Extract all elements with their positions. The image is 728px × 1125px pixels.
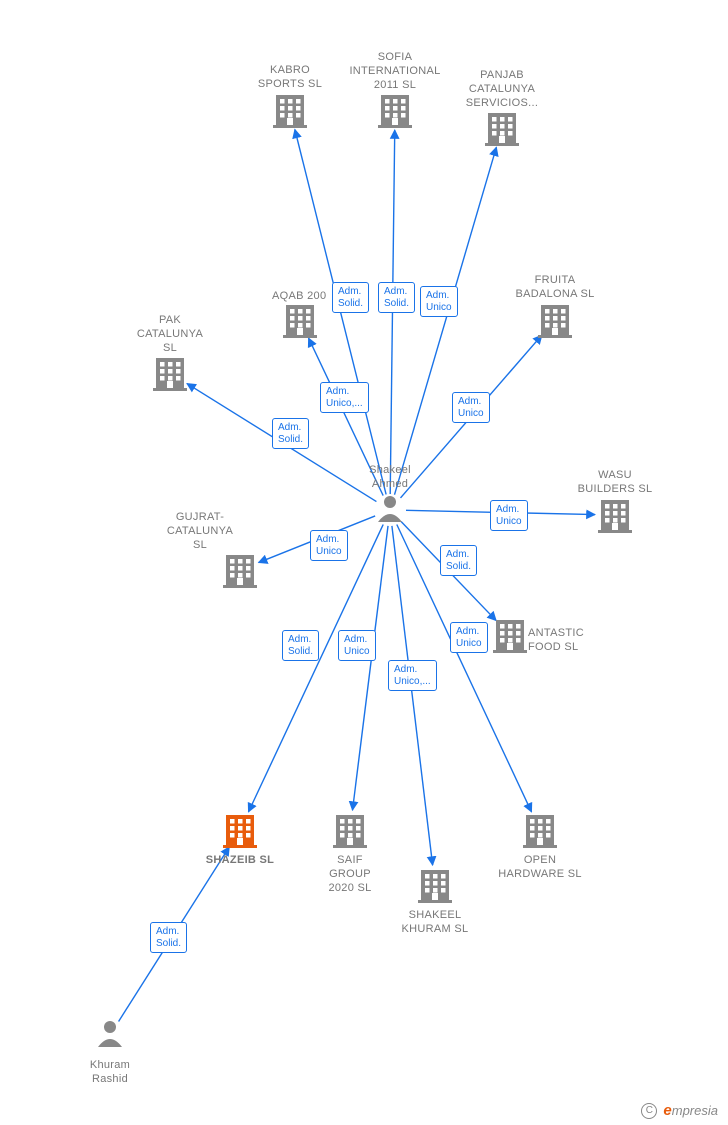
building-icon — [538, 305, 572, 338]
node-fantastic[interactable]: ANTASTIC FOOD SL — [528, 625, 648, 655]
node-gujrat[interactable]: GUJRAT- CATALUNYA SL — [140, 509, 260, 552]
edge-label-shakeel-aqab[interactable]: Adm. Unico,... — [320, 382, 369, 413]
edge-label-shakeel-sofia[interactable]: Adm. Solid. — [378, 282, 415, 313]
building-icon — [378, 95, 412, 128]
edge-label-shakeel-wasu[interactable]: Adm. Unico — [490, 500, 528, 531]
person-icon — [98, 1021, 122, 1047]
node-shakeelk[interactable]: SHAKEEL KHURAM SL — [375, 907, 495, 937]
edge-label-shakeel-pak[interactable]: Adm. Solid. — [272, 418, 309, 449]
building-icon — [493, 620, 527, 653]
node-label: KABRO SPORTS SL — [230, 64, 350, 92]
building-icon — [273, 95, 307, 128]
edge-label-shakeel-openhw[interactable]: Adm. Unico — [450, 622, 488, 653]
edge-shakeel-panjab — [395, 147, 497, 494]
edge-label-shakeel-fruita[interactable]: Adm. Unico — [452, 392, 490, 423]
node-openhw[interactable]: OPEN HARDWARE SL — [480, 852, 600, 882]
watermark: C empresia — [641, 1102, 718, 1119]
node-label: SAIF GROUP 2020 SL — [290, 854, 410, 895]
building-icon — [485, 113, 519, 146]
node-panjab[interactable]: PANJAB CATALUNYA SERVICIOS... — [442, 67, 562, 110]
node-label: SHAZEIB SL — [180, 854, 300, 868]
node-wasu[interactable]: WASU BUILDERS SL — [555, 467, 675, 497]
edge-label-khuram-shazeib[interactable]: Adm. Solid. — [150, 922, 187, 953]
node-saif[interactable]: SAIF GROUP 2020 SL — [290, 852, 410, 895]
watermark-brand-rest: mpresia — [672, 1103, 718, 1118]
edge-label-shakeel-kabro[interactable]: Adm. Solid. — [332, 282, 369, 313]
building-icon — [223, 815, 257, 848]
node-kabro[interactable]: KABRO SPORTS SL — [230, 62, 350, 92]
node-label: SOFIA INTERNATIONAL 2011 SL — [335, 51, 455, 92]
node-label: Shakeel Ahmed — [330, 464, 450, 492]
edge-label-shakeel-gujrat[interactable]: Adm. Unico — [310, 530, 348, 561]
node-label: SHAKEEL KHURAM SL — [375, 909, 495, 937]
person-icon — [378, 496, 402, 522]
edge-shakeel-shakeelk — [392, 526, 433, 865]
building-icon — [153, 358, 187, 391]
edge-label-shakeel-shazeib[interactable]: Adm. Solid. — [282, 630, 319, 661]
node-khuram[interactable]: Khuram Rashid — [50, 1057, 170, 1087]
building-icon — [283, 305, 317, 338]
edge-shakeel-shazeib — [248, 524, 383, 811]
node-fruita[interactable]: FRUITA BADALONA SL — [495, 272, 615, 302]
building-icon — [598, 500, 632, 533]
building-icon — [223, 555, 257, 588]
edge-label-shakeel-fantastic[interactable]: Adm. Solid. — [440, 545, 477, 576]
node-label: GUJRAT- CATALUNYA SL — [140, 511, 260, 552]
watermark-brand-e: e — [663, 1102, 671, 1119]
node-label: PAK CATALUNYA SL — [110, 314, 230, 355]
node-shazeib[interactable]: SHAZEIB SL — [180, 852, 300, 868]
edge-label-shakeel-panjab[interactable]: Adm. Unico — [420, 286, 458, 317]
node-label: WASU BUILDERS SL — [555, 469, 675, 497]
edge-label-shakeel-saif[interactable]: Adm. Unico — [338, 630, 376, 661]
node-label: OPEN HARDWARE SL — [480, 854, 600, 882]
network-canvas — [0, 0, 728, 1125]
copyright-icon: C — [641, 1103, 657, 1119]
building-icon — [333, 815, 367, 848]
building-icon — [523, 815, 557, 848]
node-label: Khuram Rashid — [50, 1059, 170, 1087]
node-label: PANJAB CATALUNYA SERVICIOS... — [442, 69, 562, 110]
node-sofia[interactable]: SOFIA INTERNATIONAL 2011 SL — [335, 49, 455, 92]
node-shakeel[interactable]: Shakeel Ahmed — [330, 462, 450, 492]
node-pak[interactable]: PAK CATALUNYA SL — [110, 312, 230, 355]
building-icon — [418, 870, 452, 903]
edge-shakeel-saif — [352, 526, 388, 810]
node-label: FRUITA BADALONA SL — [495, 274, 615, 302]
node-label: ANTASTIC FOOD SL — [528, 627, 648, 655]
edge-label-shakeel-shakeelk[interactable]: Adm. Unico,... — [388, 660, 437, 691]
